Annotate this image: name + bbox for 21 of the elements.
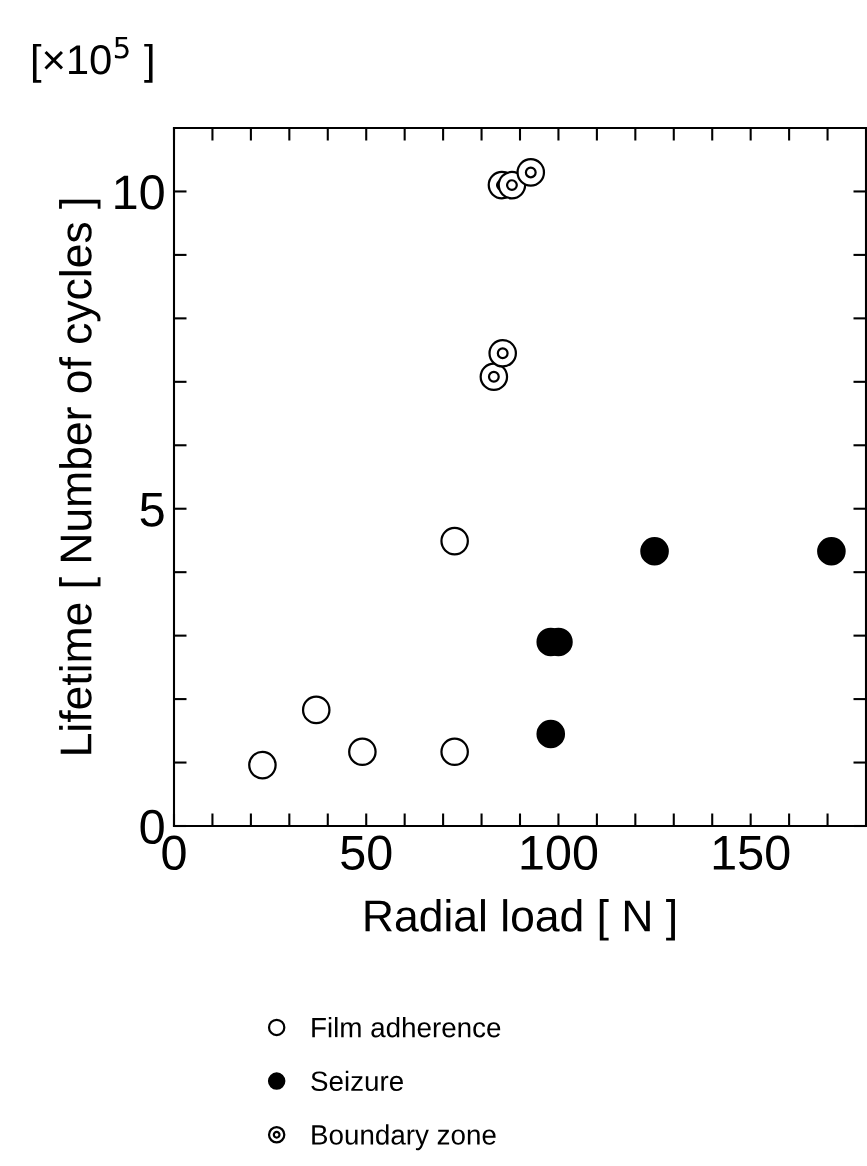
point <box>440 737 469 767</box>
x-tick-label: 150 <box>713 835 790 871</box>
legend-label: Seizure <box>311 1070 403 1092</box>
point <box>348 737 377 767</box>
point <box>248 750 277 780</box>
legend-label: Boundary zone <box>312 1124 496 1151</box>
point <box>301 695 331 725</box>
x-tick-label: 100 <box>521 835 598 871</box>
x-tick-label: 0 <box>162 835 186 871</box>
x-axis-title: Radial load [ N ] <box>365 899 675 941</box>
y-tick-label: 5 <box>140 492 164 527</box>
legend-label: Film adherence <box>312 1017 501 1038</box>
point <box>536 719 566 749</box>
y-axis-title: Lifetime [ Number of cycles ] <box>59 199 101 754</box>
point <box>440 526 469 556</box>
x-tick-label: 50 <box>341 835 392 871</box>
point <box>817 536 846 566</box>
text: [×10$^{5}$ ] <box>32 36 153 83</box>
y-tick-label: 10 <box>115 175 164 210</box>
point <box>640 536 669 566</box>
y-tick-label: 0 <box>140 809 164 845</box>
